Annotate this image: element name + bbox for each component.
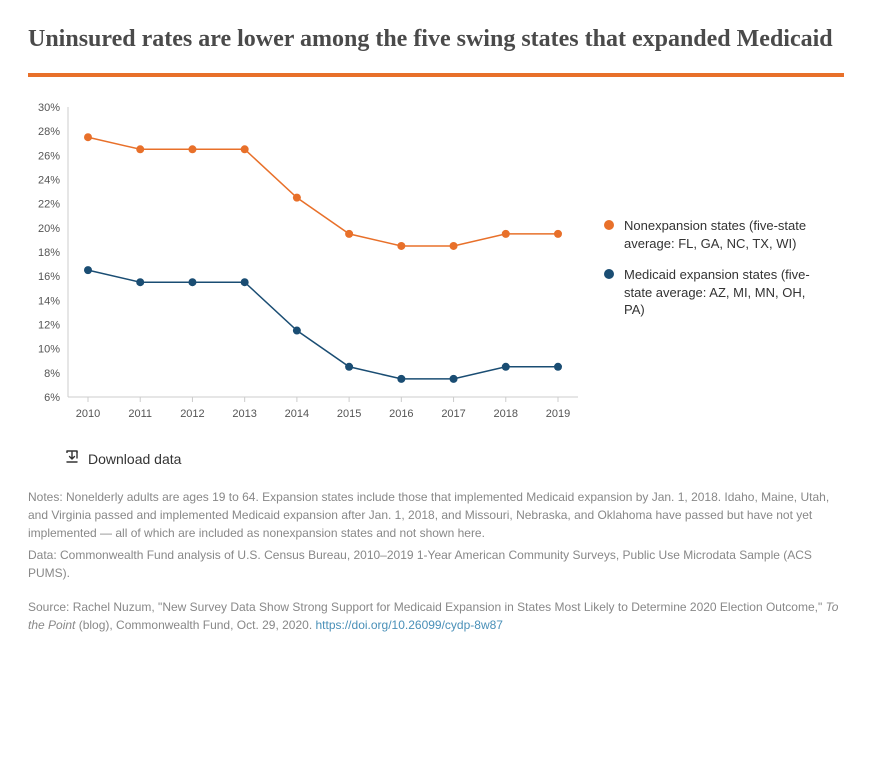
source-citation: Source: Rachel Nuzum, "New Survey Data S… [28,598,844,634]
legend: Nonexpansion states (five-state average:… [604,97,824,437]
svg-text:24%: 24% [38,175,60,187]
svg-text:20%: 20% [38,223,60,235]
legend-label: Medicaid expansion states (five-state av… [624,266,824,319]
svg-text:30%: 30% [38,102,60,114]
svg-text:16%: 16% [38,271,60,283]
svg-text:26%: 26% [38,151,60,163]
svg-text:2018: 2018 [494,408,518,420]
svg-text:2010: 2010 [76,408,100,420]
svg-text:10%: 10% [38,344,60,356]
svg-text:2015: 2015 [337,408,361,420]
legend-marker [604,220,614,230]
legend-item: Medicaid expansion states (five-state av… [604,266,824,319]
line-chart: 6% 8% 10% 12% 14% 16% 18% 20% 22% 24% 26% 28% 30% 201… [28,97,588,437]
svg-text:22%: 22% [38,199,60,211]
legend-label: Nonexpansion states (five-state average:… [624,217,824,252]
chart-title: Uninsured rates are lower among the five… [28,24,844,55]
svg-text:18%: 18% [38,247,60,259]
divider [28,73,844,77]
svg-text:14%: 14% [38,296,60,308]
download-data-button[interactable]: Download data [64,449,844,468]
svg-text:2019: 2019 [546,408,570,420]
svg-text:2016: 2016 [389,408,413,420]
download-label: Download data [88,451,181,467]
svg-text:28%: 28% [38,126,60,138]
svg-text:2017: 2017 [441,408,465,420]
legend-item: Nonexpansion states (five-state average:… [604,217,824,252]
svg-text:8%: 8% [44,368,60,380]
svg-text:2011: 2011 [128,408,152,420]
svg-text:6%: 6% [44,392,60,404]
legend-marker [604,269,614,279]
notes-text: Notes: Nonelderly adults are ages 19 to … [28,488,844,542]
svg-text:2012: 2012 [180,408,204,420]
svg-text:2014: 2014 [285,408,309,420]
download-icon [64,449,80,468]
svg-text:12%: 12% [38,320,60,332]
source-link[interactable]: https://doi.org/10.26099/cydp-8w87 [316,618,503,632]
data-source-text: Data: Commonwealth Fund analysis of U.S.… [28,546,844,582]
svg-text:2013: 2013 [232,408,256,420]
